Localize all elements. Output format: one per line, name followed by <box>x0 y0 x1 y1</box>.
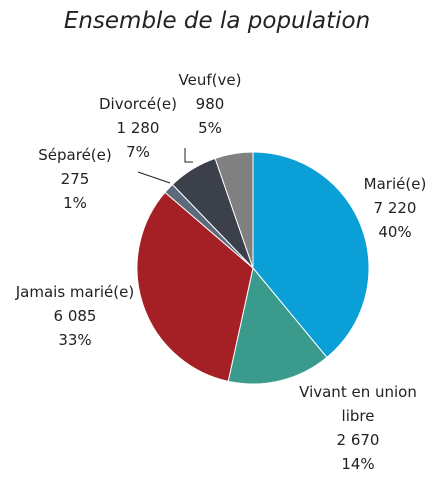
percent-label: 33% <box>58 331 92 349</box>
pie-slice <box>214 151 254 269</box>
value-label: 2 670 <box>336 431 380 449</box>
value-label: 1 280 <box>116 119 160 137</box>
category-label: Divorcé(e) <box>98 95 178 113</box>
percent-label: 5% <box>198 119 222 137</box>
category-label: Jamais marié(e) <box>15 283 135 301</box>
data-label: Vivant en union libre 2 670 14% <box>293 380 423 476</box>
category-label: Marié(e) <box>363 175 427 193</box>
data-label: Jamais marié(e) 6 085 33% <box>0 280 150 352</box>
leader-line <box>184 148 193 163</box>
value-label: 275 <box>60 170 90 188</box>
value-label: 6 085 <box>53 307 97 325</box>
pie-slice <box>136 191 254 382</box>
pie-slice <box>252 151 370 359</box>
value-label: 980 <box>195 95 225 113</box>
data-label: Marié(e) 7 220 40% <box>350 172 434 244</box>
percent-label: 14% <box>341 455 375 473</box>
category-label: Veuf(ve) <box>178 71 242 89</box>
data-label: Divorcé(e) 1 280 7% <box>83 92 193 164</box>
category-label: Séparé(e) <box>38 146 112 164</box>
category-label: Vivant en union libre <box>299 383 417 425</box>
pie-slice <box>227 266 328 385</box>
data-label: Séparé(e) 275 1% <box>20 143 130 215</box>
percent-label: 40% <box>378 223 412 241</box>
percent-label: 7% <box>126 143 150 161</box>
data-label: Veuf(ve) 980 5% <box>165 68 255 140</box>
percent-label: 1% <box>63 194 87 212</box>
leader-line <box>137 171 171 184</box>
chart-title: Ensemble de la population <box>63 8 371 34</box>
value-label: 7 220 <box>373 199 417 217</box>
